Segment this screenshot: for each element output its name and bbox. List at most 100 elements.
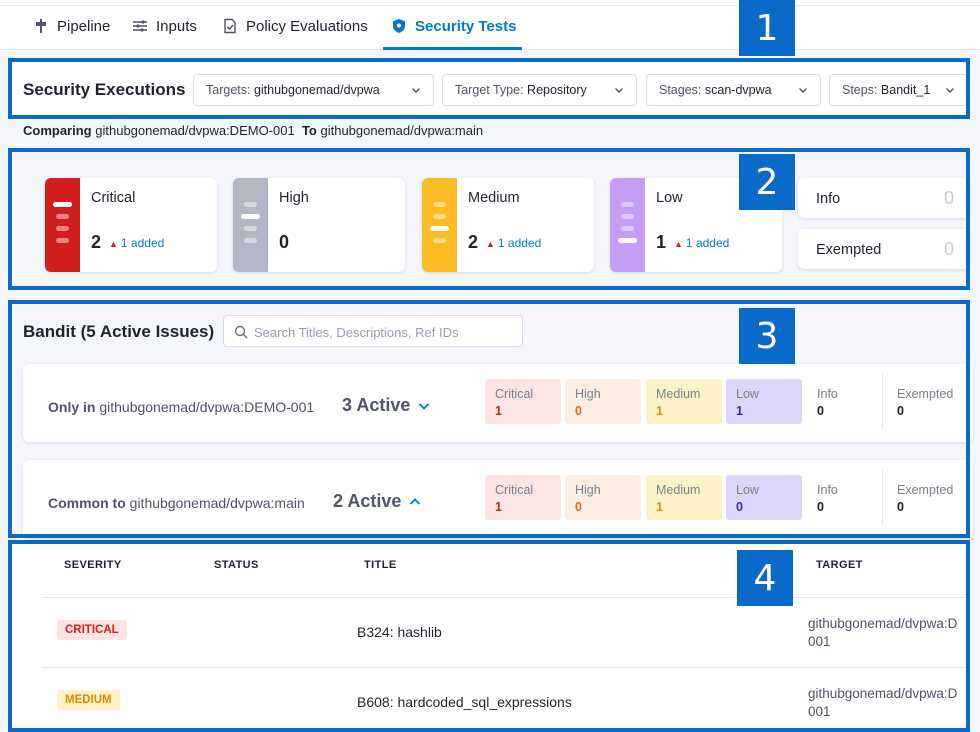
stages-filter[interactable]: Stages: scan-dvpwa — [646, 74, 821, 106]
issue-target: githubgonemad/dvpwa:D 001 — [808, 686, 958, 719]
tab-policy-evaluations[interactable]: Policy Evaluations — [222, 18, 368, 48]
severity-card-critical[interactable]: Critical 2 ▲ 1 added — [45, 178, 217, 272]
severity-count: 0 — [279, 232, 290, 252]
severity-added: ▲ 1 added — [486, 236, 542, 250]
issue-group-only-in[interactable]: Only in githubgonemad/dvpwa:DEMO-001 3 A… — [23, 364, 973, 442]
severity-name: High — [279, 190, 309, 206]
severity-badge: CRITICAL — [57, 620, 127, 640]
filter-label: Target Type: — [455, 83, 524, 97]
issue-title-link[interactable]: B608: hardcoded_sql_expressions — [357, 694, 572, 710]
search-input[interactable] — [254, 322, 516, 342]
filter-label: Stages: — [659, 83, 702, 97]
comparing-to-label: To — [301, 123, 317, 138]
count-info: Info 0 — [817, 483, 838, 514]
column-header-target[interactable]: TARGET — [816, 559, 863, 571]
severity-name: Low — [656, 190, 683, 206]
count-medium[interactable]: Medium 1 — [646, 379, 722, 424]
count-exempted: Exempted 0 — [897, 483, 954, 514]
severity-badge: MEDIUM — [57, 690, 120, 710]
comparing-label: Comparing — [23, 123, 92, 138]
tab-label: Inputs — [156, 18, 197, 35]
issue-group-common-to[interactable]: Common to githubgonemad/dvpwa:main 2 Act… — [23, 460, 973, 538]
annotation-frame-3 — [8, 300, 970, 538]
count-critical[interactable]: Critical 1 — [485, 379, 561, 424]
comparing-line: Comparing githubgonemad/dvpwa:DEMO-001 T… — [23, 123, 483, 138]
group-active-count: 3 Active — [342, 395, 411, 415]
up-arrow-icon: ▲ — [486, 239, 495, 249]
tab-pipeline[interactable]: Pipeline — [33, 18, 110, 48]
column-header-severity[interactable]: SEVERITY — [64, 559, 122, 571]
top-nav: Pipeline Inputs Policy Evaluations Secur… — [0, 0, 980, 50]
column-header-title[interactable]: TITLE — [364, 559, 397, 571]
annotation-badge-1: 1 — [739, 0, 795, 56]
tab-inputs[interactable]: Inputs — [132, 18, 197, 48]
severity-name: Medium — [468, 190, 520, 206]
severity-strip — [610, 178, 645, 272]
filter-value: scan-dvpwa — [704, 83, 772, 97]
severity-count: 2 — [91, 232, 102, 252]
severity-count: 2 — [468, 232, 479, 252]
count-low[interactable]: Low 1 — [726, 379, 802, 424]
up-arrow-icon: ▲ — [674, 239, 683, 249]
exempted-count: 0 — [943, 239, 954, 259]
info-card[interactable]: Info 0 — [798, 178, 970, 218]
count-medium[interactable]: Medium 1 — [646, 475, 722, 520]
group-active-toggle[interactable]: 2 Active — [333, 491, 421, 512]
chevron-down-icon — [946, 88, 954, 93]
section-title: Security Executions — [23, 80, 186, 99]
count-critical[interactable]: Critical 1 — [485, 475, 561, 520]
annotation-frame-4 — [8, 540, 970, 732]
pipeline-icon — [36, 19, 46, 33]
issues-title: Bandit (5 Active Issues) — [23, 322, 215, 341]
search-icon — [234, 325, 248, 339]
severity-strip — [422, 178, 457, 272]
issues-search[interactable] — [223, 315, 523, 347]
severity-card-high[interactable]: High 0 — [233, 178, 405, 272]
steps-filter[interactable]: Steps: Bandit_1 — [829, 74, 968, 106]
tab-security-tests[interactable]: Security Tests — [382, 18, 523, 50]
severity-strip — [45, 178, 80, 272]
shield-icon — [393, 19, 405, 33]
exempted-card[interactable]: Exempted 0 — [798, 229, 970, 269]
inputs-icon — [133, 20, 147, 32]
group-active-toggle[interactable]: 3 Active — [342, 395, 430, 416]
count-low[interactable]: Low 0 — [726, 475, 802, 520]
filter-label: Steps: — [842, 83, 878, 97]
target-type-filter[interactable]: Target Type: Repository — [442, 74, 637, 106]
comparing-to: githubgonemad/dvpwa:main — [320, 123, 484, 138]
divider — [882, 470, 883, 526]
up-arrow-icon: ▲ — [109, 239, 118, 249]
divider — [42, 597, 970, 598]
severity-added: ▲ 1 added — [674, 236, 730, 250]
chevron-down-icon — [799, 88, 807, 93]
count-high[interactable]: High 0 — [565, 379, 641, 424]
comparing-from: githubgonemad/dvpwa:DEMO-001 — [95, 123, 295, 138]
issue-target: githubgonemad/dvpwa:D 001 — [808, 616, 958, 649]
filter-value: Repository — [527, 83, 587, 97]
policy-check-icon — [224, 18, 236, 34]
count-info: Info 0 — [817, 387, 838, 418]
annotation-frame-2 — [8, 148, 970, 290]
divider — [882, 374, 883, 430]
severity-count: 1 — [656, 232, 667, 252]
filter-value: Bandit_1 — [880, 83, 931, 97]
group-active-count: 2 Active — [333, 491, 402, 511]
count-high[interactable]: High 0 — [565, 475, 641, 520]
info-count: 0 — [943, 188, 954, 208]
column-header-status[interactable]: STATUS — [214, 559, 259, 571]
annotation-badge-2: 2 — [739, 154, 795, 210]
targets-filter[interactable]: Targets: githubgonemad/dvpwa — [193, 74, 434, 106]
severity-card-medium[interactable]: Medium 2 ▲ 1 added — [422, 178, 594, 272]
severity-summary: Critical 2 ▲ 1 added High 0 Medium 2 ▲ 1 a… — [12, 152, 970, 286]
annotation-badge-3: 3 — [739, 308, 795, 364]
count-exempted: Exempted 0 — [897, 387, 954, 418]
annotation-badge-4: 4 — [737, 550, 793, 606]
issues-panel: Bandit (5 Active Issues) Only in githubg… — [12, 304, 973, 538]
divider — [0, 5, 980, 6]
chevron-down-icon — [615, 88, 623, 93]
issue-title-link[interactable]: B324: hashlib — [357, 624, 442, 640]
issues-table: SEVERITY STATUS TITLE TARGET CRITICAL B3… — [12, 544, 970, 732]
annotation-frame-1 — [8, 58, 970, 119]
tab-label: Policy Evaluations — [246, 18, 368, 35]
divider — [42, 667, 970, 668]
